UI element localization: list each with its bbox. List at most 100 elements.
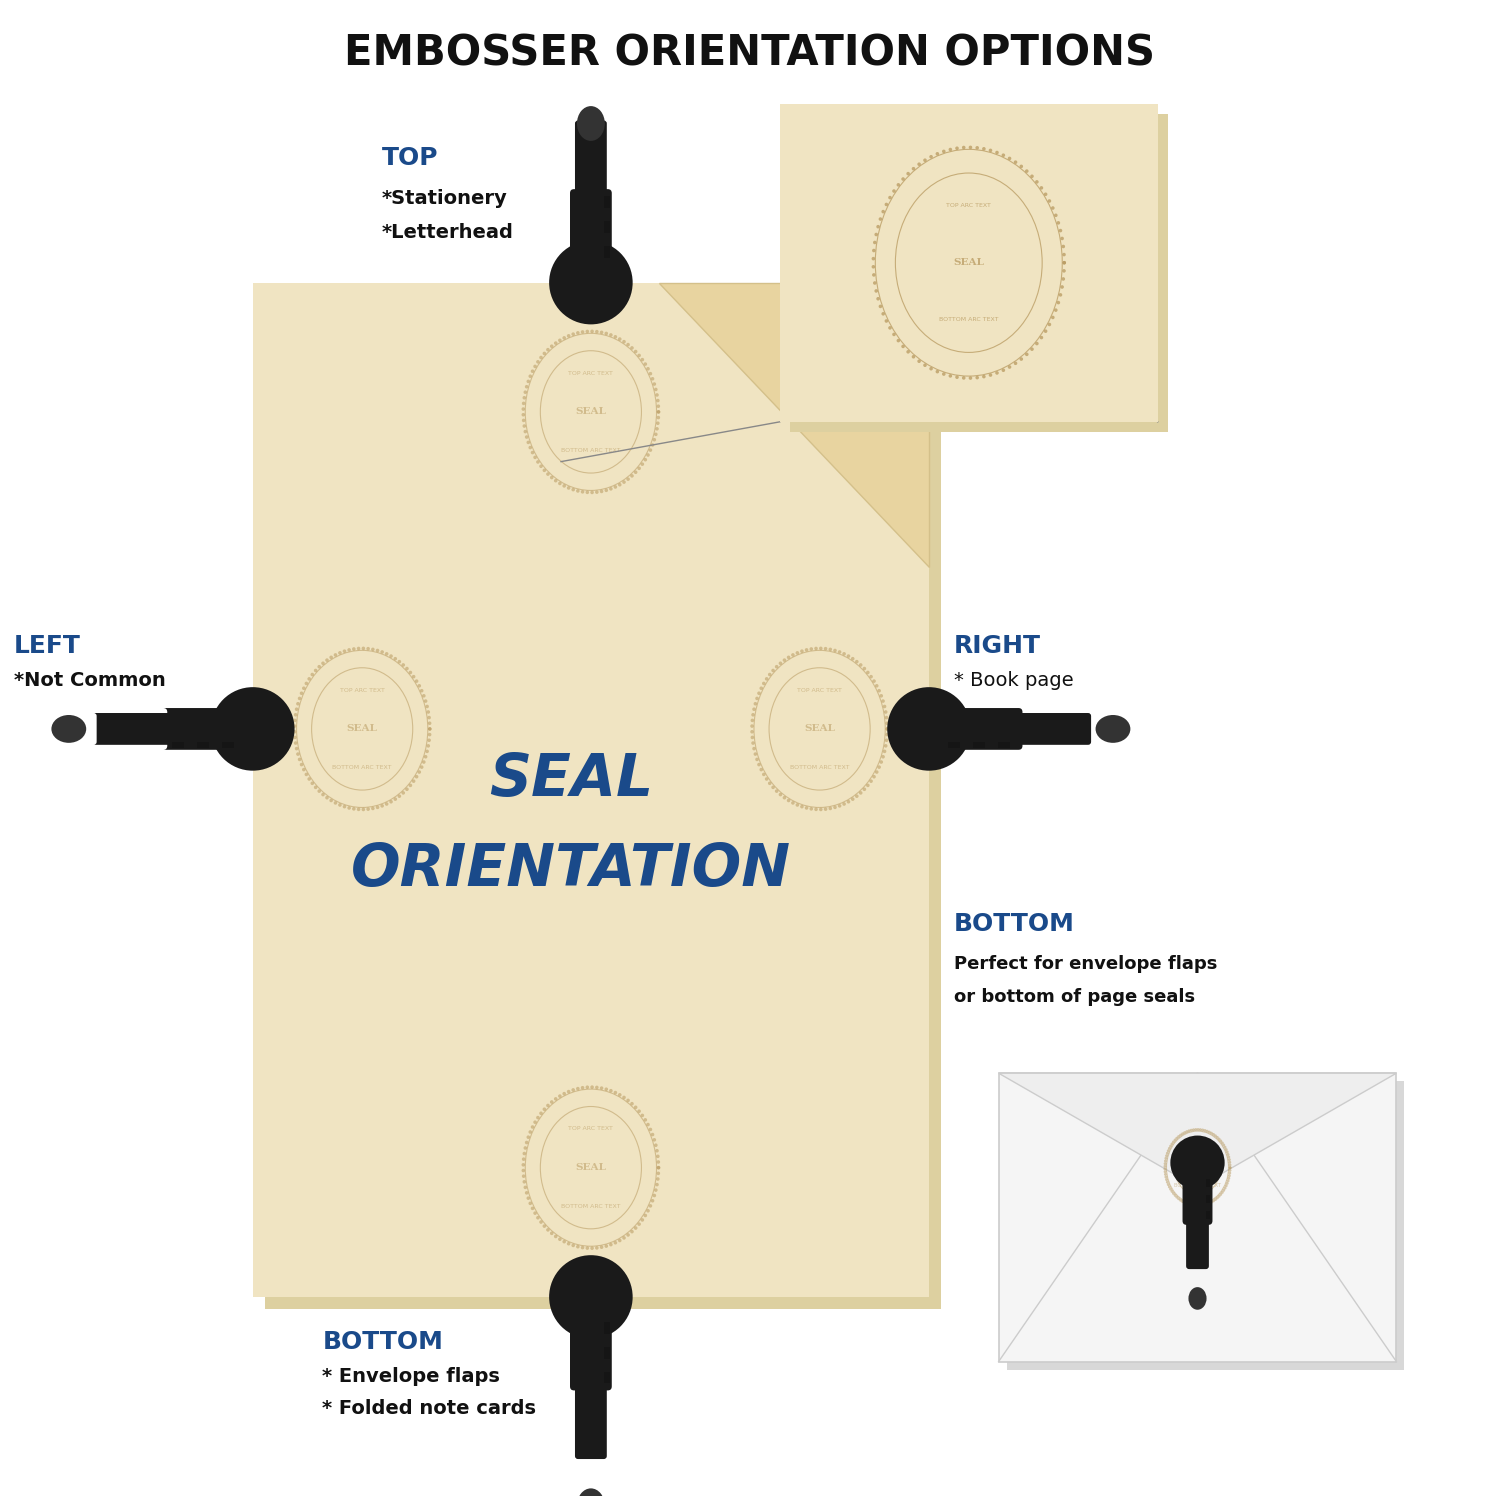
Circle shape [543, 351, 546, 355]
Circle shape [536, 360, 540, 363]
Circle shape [1224, 1146, 1227, 1149]
Circle shape [1184, 1202, 1186, 1204]
Circle shape [1179, 1134, 1182, 1137]
Circle shape [522, 402, 525, 405]
Circle shape [1228, 1161, 1232, 1164]
Circle shape [874, 232, 878, 237]
Circle shape [609, 1244, 612, 1246]
Circle shape [427, 722, 432, 724]
Circle shape [1220, 1192, 1222, 1196]
Circle shape [1212, 1132, 1215, 1136]
Circle shape [572, 1088, 574, 1092]
Circle shape [1214, 1134, 1216, 1137]
Circle shape [752, 741, 754, 746]
Circle shape [296, 708, 298, 711]
Circle shape [426, 705, 429, 708]
Circle shape [865, 670, 870, 675]
Circle shape [788, 656, 790, 658]
Circle shape [321, 662, 326, 664]
FancyBboxPatch shape [1186, 1204, 1209, 1269]
Circle shape [1222, 1143, 1226, 1146]
Circle shape [292, 718, 297, 722]
Circle shape [884, 710, 888, 714]
Circle shape [622, 1236, 626, 1239]
Circle shape [885, 722, 890, 724]
Circle shape [879, 217, 882, 220]
Circle shape [1228, 1166, 1232, 1168]
Circle shape [994, 150, 999, 154]
Circle shape [1062, 278, 1065, 280]
Circle shape [1214, 1198, 1216, 1202]
Circle shape [1203, 1203, 1206, 1206]
FancyBboxPatch shape [604, 1322, 610, 1334]
Text: TOP ARC TEXT: TOP ARC TEXT [568, 370, 614, 375]
Text: BOTTOM ARC TEXT: BOTTOM ARC TEXT [939, 316, 999, 322]
Circle shape [656, 422, 660, 424]
Circle shape [528, 375, 532, 378]
Text: TOP ARC TEXT: TOP ARC TEXT [946, 204, 992, 209]
Circle shape [1202, 1128, 1204, 1131]
Circle shape [640, 358, 644, 362]
Circle shape [604, 1088, 608, 1090]
Circle shape [558, 1095, 561, 1098]
Text: ORIENTATION: ORIENTATION [351, 842, 790, 898]
Circle shape [308, 676, 310, 681]
Circle shape [948, 374, 952, 378]
Circle shape [969, 376, 972, 380]
FancyBboxPatch shape [196, 742, 208, 748]
Circle shape [1059, 230, 1062, 232]
Circle shape [1035, 342, 1038, 345]
Circle shape [522, 424, 526, 427]
Circle shape [862, 788, 865, 790]
Circle shape [1002, 153, 1005, 158]
Circle shape [824, 807, 828, 812]
Circle shape [948, 147, 952, 152]
Circle shape [1062, 261, 1066, 264]
Circle shape [596, 330, 598, 333]
Circle shape [656, 393, 658, 396]
Circle shape [526, 1197, 530, 1200]
Circle shape [783, 796, 786, 800]
Circle shape [600, 1086, 603, 1090]
Circle shape [648, 1204, 652, 1208]
Circle shape [815, 807, 818, 812]
Circle shape [393, 657, 398, 660]
Circle shape [1020, 165, 1023, 168]
Circle shape [386, 652, 388, 656]
Circle shape [546, 1228, 549, 1232]
Circle shape [427, 734, 432, 736]
Circle shape [878, 765, 880, 770]
Circle shape [585, 1246, 590, 1250]
Circle shape [1170, 1143, 1173, 1146]
Circle shape [342, 806, 346, 808]
Circle shape [536, 1216, 540, 1219]
Text: SEAL: SEAL [346, 724, 378, 734]
Text: SEAL: SEAL [804, 724, 836, 734]
Circle shape [871, 680, 876, 682]
Circle shape [762, 772, 765, 776]
FancyBboxPatch shape [1206, 1196, 1210, 1203]
Circle shape [648, 372, 652, 375]
Circle shape [366, 646, 370, 651]
Circle shape [634, 471, 638, 474]
Circle shape [828, 648, 833, 651]
Circle shape [1192, 1128, 1196, 1131]
Circle shape [815, 646, 818, 651]
FancyBboxPatch shape [780, 104, 1158, 422]
Circle shape [534, 1212, 537, 1215]
FancyBboxPatch shape [574, 120, 608, 216]
Circle shape [1008, 364, 1011, 369]
Circle shape [405, 668, 408, 670]
Circle shape [1216, 1197, 1219, 1200]
Circle shape [528, 446, 532, 450]
Circle shape [982, 375, 986, 378]
Circle shape [1226, 1185, 1227, 1186]
Circle shape [657, 405, 660, 408]
Circle shape [554, 1234, 558, 1238]
Circle shape [843, 802, 846, 806]
Circle shape [408, 670, 413, 675]
Circle shape [936, 152, 939, 156]
Circle shape [1062, 268, 1066, 273]
Circle shape [522, 396, 526, 399]
Ellipse shape [51, 716, 86, 742]
